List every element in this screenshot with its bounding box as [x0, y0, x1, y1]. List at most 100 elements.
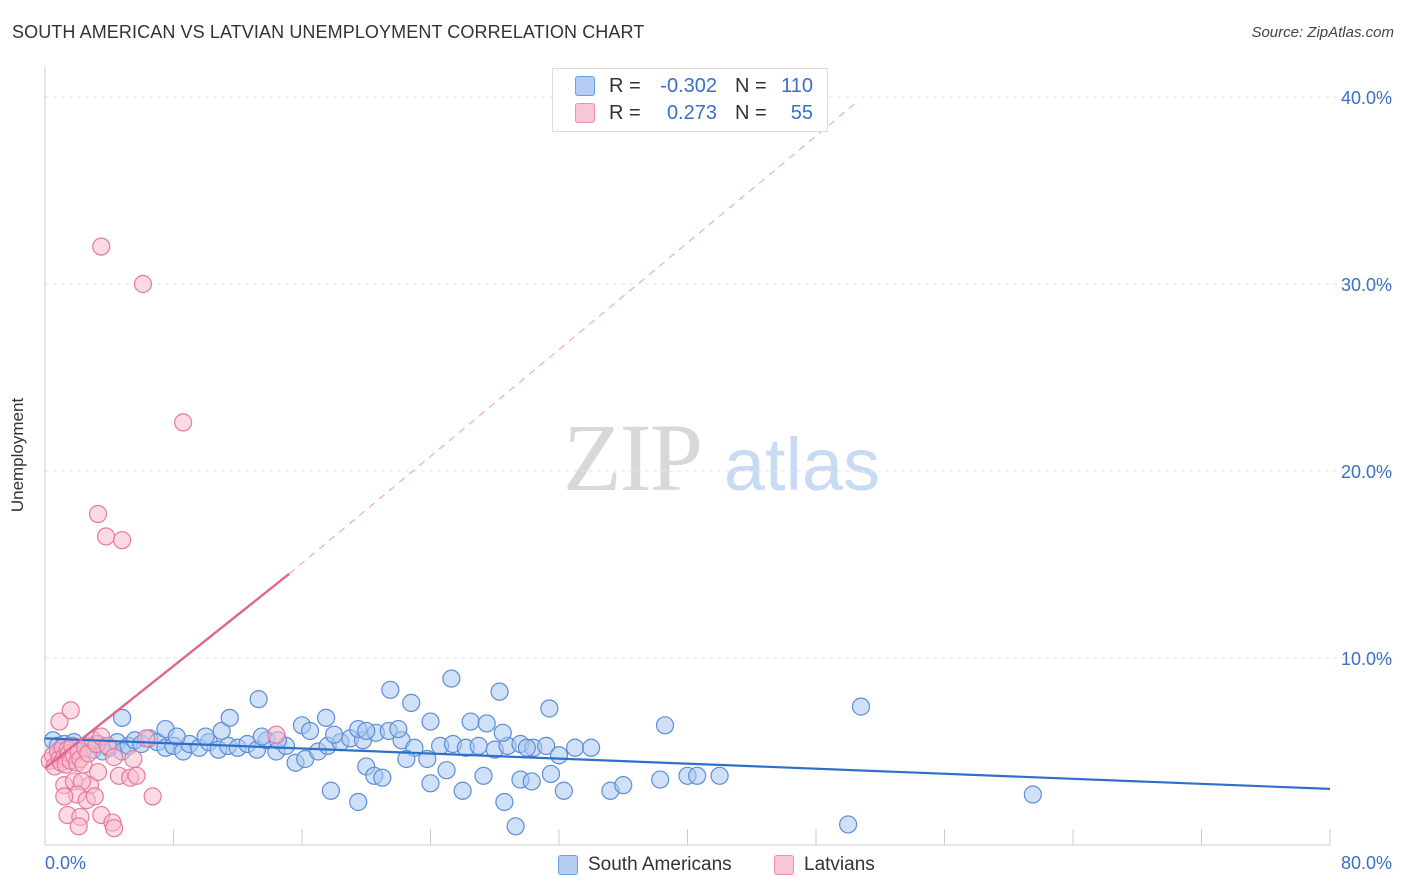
chart-title: SOUTH AMERICAN VS LATVIAN UNEMPLOYMENT C…: [12, 22, 645, 42]
data-point-south-americans: [402, 693, 421, 712]
legend-r-label: R =: [609, 74, 641, 97]
data-point-south-americans: [321, 781, 341, 800]
trend-line-south-americans: [44, 737, 1331, 790]
watermark-atlas: atlas: [724, 423, 880, 506]
legend-n-label: N =: [735, 101, 767, 124]
data-point-south-americans: [537, 736, 556, 755]
trend-lines: [44, 102, 1331, 790]
y-tick-label: 40.0%: [1341, 88, 1392, 108]
data-point-south-americans: [418, 749, 437, 769]
y-tick-label: 20.0%: [1341, 462, 1392, 482]
data-point-south-americans: [655, 716, 675, 735]
grid-lines: [45, 96, 1392, 659]
data-point-latvians: [88, 762, 108, 782]
legend-row-latvians: R = 0.273 N = 55: [575, 100, 813, 126]
legend-r-label: R =: [609, 101, 641, 124]
data-point-south-americans: [839, 815, 858, 834]
data-point-south-americans: [614, 776, 633, 795]
data-point-south-americans: [469, 736, 488, 755]
data-point-south-americans: [461, 712, 480, 731]
data-point-south-americans: [373, 768, 392, 787]
data-point-latvians: [104, 748, 124, 767]
data-point-south-americans: [167, 727, 186, 746]
tick-labels: 10.0% 20.0% 30.0% 40.0% 0.0% 80.0%: [45, 88, 1392, 873]
data-point-south-americans: [357, 721, 376, 741]
data-point-latvians: [112, 531, 132, 550]
data-point-south-americans: [549, 746, 569, 765]
legend-r-value: -0.302: [660, 74, 717, 97]
data-point-south-americans: [688, 766, 707, 785]
bottom-legend-label: South Americans: [588, 854, 732, 875]
data-point-south-americans: [421, 774, 440, 793]
data-point-latvians: [174, 413, 193, 432]
data-point-south-americans: [442, 669, 461, 688]
watermark-zip: ZIP: [563, 404, 701, 511]
data-point-latvians: [124, 749, 143, 769]
data-point-latvians: [50, 712, 69, 731]
data-point-south-americans: [397, 749, 416, 769]
bottom-legend-label: Latvians: [804, 854, 875, 875]
south-americans-points: [43, 669, 1042, 836]
data-point-south-americans: [710, 766, 729, 785]
data-point-latvians: [143, 787, 162, 806]
bottom-legend-south-americans: South Americans: [558, 852, 732, 878]
x-tick-label: 80.0%: [1341, 853, 1392, 873]
data-point-south-americans: [651, 770, 670, 789]
data-point-south-americans: [493, 723, 512, 742]
data-point-south-americans: [490, 682, 509, 701]
y-tick-label: 10.0%: [1341, 649, 1392, 669]
data-point-south-americans: [389, 719, 408, 739]
data-point-south-americans: [349, 792, 368, 812]
data-point-south-americans: [249, 690, 268, 709]
data-point-latvians: [127, 766, 146, 785]
data-point-south-americans: [316, 708, 336, 727]
data-point-south-americans: [421, 712, 440, 731]
legend-row-south-americans: R = -0.302 N = 110: [575, 73, 813, 99]
data-point-south-americans: [1023, 785, 1042, 804]
legend-n-value: 110: [781, 74, 813, 97]
watermark: ZIP atlas: [563, 404, 880, 511]
data-point-latvians: [61, 701, 80, 720]
data-point-south-americans: [554, 781, 573, 800]
data-point-south-americans: [112, 708, 132, 727]
legend-n-label: N =: [735, 74, 767, 97]
data-point-south-americans: [540, 699, 559, 718]
y-tick-label: 30.0%: [1341, 275, 1392, 295]
bottom-legend-swatch-blue: [558, 855, 578, 875]
data-point-south-americans: [325, 725, 344, 744]
data-point-south-americans: [212, 721, 231, 741]
x-tick-label: 0.0%: [45, 853, 86, 873]
data-point-latvians: [92, 237, 111, 256]
legend-swatch-pink: [575, 103, 595, 123]
data-point-latvians: [137, 729, 156, 748]
legend-n-value: 55: [790, 101, 813, 124]
data-point-south-americans: [477, 714, 496, 733]
data-point-latvians: [85, 787, 104, 806]
data-point-latvians: [267, 725, 286, 744]
data-point-latvians: [104, 819, 124, 838]
data-point-latvians: [55, 787, 74, 806]
data-point-south-americans: [495, 792, 514, 812]
data-point-south-americans: [541, 764, 561, 784]
data-point-south-americans: [437, 761, 456, 780]
bottom-legend-swatch-pink: [774, 855, 794, 875]
data-point-south-americans: [522, 772, 541, 791]
data-point-south-americans: [300, 721, 320, 741]
data-point-south-americans: [381, 680, 400, 699]
data-point-south-americans: [474, 766, 493, 785]
legend-swatch-blue: [575, 76, 595, 96]
data-point-latvians: [69, 817, 88, 836]
data-point-south-americans: [453, 781, 472, 800]
data-point-latvians: [133, 274, 153, 294]
data-point-latvians: [88, 504, 108, 524]
data-point-latvians: [96, 527, 116, 546]
source-credit: Source: ZipAtlas.com: [1251, 24, 1394, 41]
data-point-south-americans: [220, 708, 239, 727]
data-point-south-americans: [517, 738, 536, 757]
bottom-legend-latvians: Latvians: [774, 852, 875, 878]
axes: [44, 67, 1331, 846]
data-point-south-americans: [565, 738, 585, 757]
data-point-south-americans: [851, 697, 871, 716]
legend-r-value: 0.273: [666, 101, 717, 124]
